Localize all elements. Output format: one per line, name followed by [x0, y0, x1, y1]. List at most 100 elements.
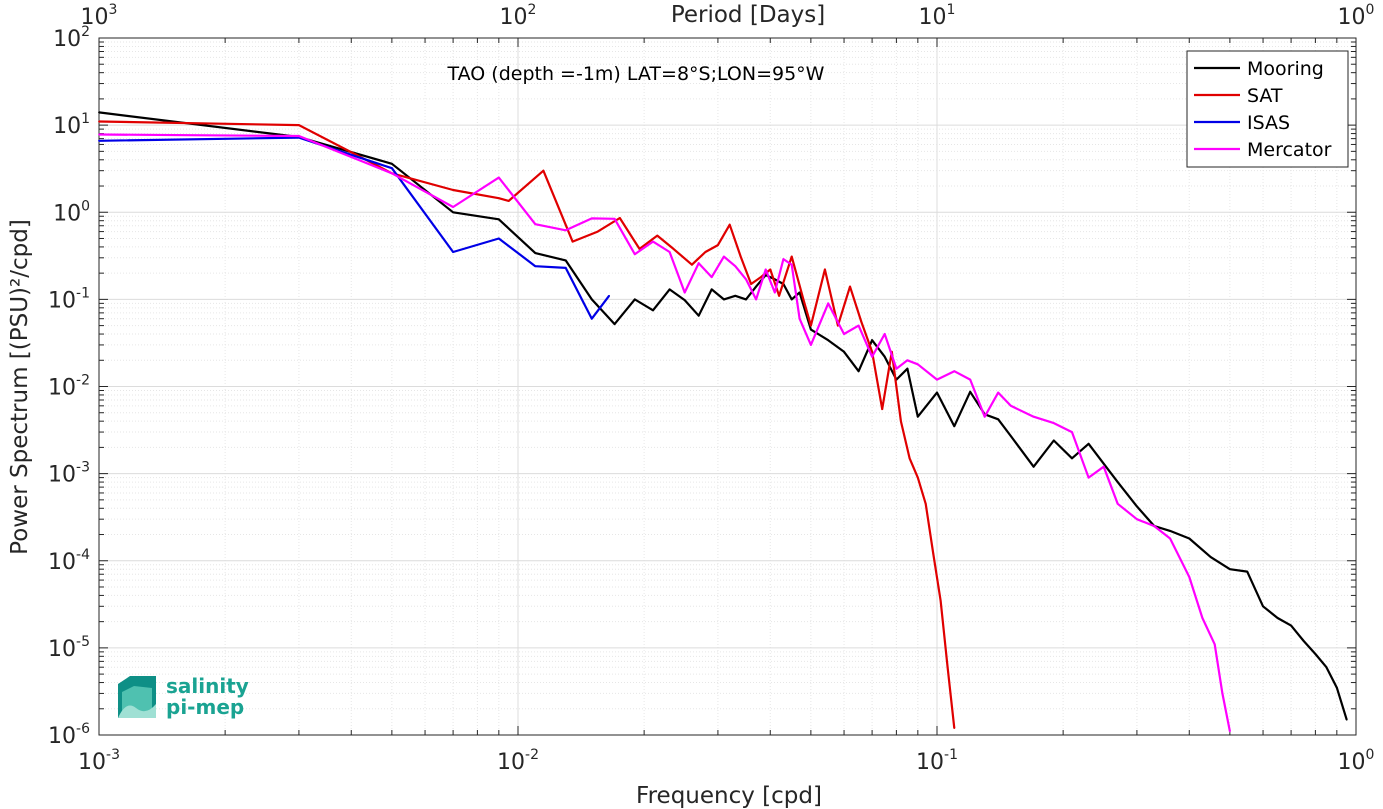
tick-exponent: 0	[1366, 747, 1375, 763]
tick-base: 10	[48, 376, 76, 401]
grid	[98, 38, 1356, 736]
data-point	[98, 139, 100, 142]
data-point	[824, 268, 826, 271]
data-point	[1213, 643, 1216, 646]
data-point	[723, 255, 725, 258]
top-axis-label: Period [Days]	[671, 2, 825, 28]
data-point	[790, 255, 793, 258]
y-tick-label: 10-2	[48, 373, 90, 401]
data-point	[1229, 568, 1231, 571]
data-point	[810, 328, 812, 331]
data-point	[452, 251, 454, 253]
tick-exponent: -5	[76, 634, 90, 650]
data-point	[1071, 431, 1073, 433]
data-point	[391, 172, 393, 175]
x-tick-labels: 10-3 10-2 10-1 100	[78, 747, 1374, 775]
logo-shape-light	[118, 704, 156, 718]
x-tick-label: 100	[1338, 747, 1375, 775]
data-point	[953, 727, 956, 729]
y-tick-label: 102	[53, 24, 90, 52]
tick-marks	[98, 37, 1357, 736]
data-point	[710, 276, 713, 278]
data-point	[916, 476, 919, 479]
y-tick-label: 10-5	[48, 634, 90, 662]
data-point	[298, 135, 300, 137]
data-point	[1032, 465, 1035, 468]
data-point	[391, 167, 393, 170]
data-point	[843, 333, 845, 335]
data-point	[668, 251, 671, 253]
data-point	[1229, 730, 1231, 733]
data-point	[672, 248, 675, 250]
data-point	[1009, 435, 1012, 437]
data-point	[900, 420, 902, 423]
data-point	[1052, 439, 1055, 442]
data-point	[883, 355, 886, 358]
chart-title: TAO (depth =-1m) LAT=8°S;LON=95°W	[447, 63, 825, 85]
data-point	[769, 268, 772, 271]
data-point	[997, 391, 1000, 394]
data-point	[827, 302, 830, 305]
legend: Mooring SAT ISAS Mercator	[1186, 50, 1349, 168]
data-point	[953, 370, 956, 373]
data-point	[1276, 617, 1279, 619]
y-axis-label: Power Spectrum [(PSU)²/cpd]	[7, 219, 33, 555]
data-point	[534, 252, 537, 255]
tick-exponent: -3	[76, 460, 90, 476]
tick-base: 10	[81, 5, 109, 30]
data-point	[1262, 605, 1264, 608]
data-point	[98, 111, 100, 114]
data-point	[98, 120, 100, 123]
data-point	[1087, 442, 1090, 445]
data-point	[997, 418, 1000, 421]
data-point	[652, 309, 654, 312]
y-tick-label: 10-3	[48, 460, 90, 488]
data-point	[1290, 624, 1292, 627]
data-point	[613, 323, 616, 325]
data-point	[571, 240, 574, 243]
data-point	[1345, 718, 1348, 721]
data-point	[98, 133, 100, 136]
data-point	[1188, 576, 1191, 578]
data-point	[939, 599, 942, 602]
data-point	[717, 244, 719, 247]
data-point	[497, 176, 500, 179]
tick-exponent: 1	[81, 111, 90, 127]
data-point	[932, 553, 935, 555]
y-tick-label: 10-1	[48, 285, 90, 313]
data-point	[542, 169, 545, 172]
data-point	[908, 457, 911, 460]
data-point	[871, 355, 873, 358]
data-point	[1169, 537, 1171, 540]
data-point	[773, 291, 776, 294]
data-point	[391, 162, 393, 165]
tick-base: 10	[919, 5, 947, 30]
data-point	[1169, 530, 1171, 532]
data-point	[895, 367, 898, 370]
data-point	[652, 240, 654, 243]
data-point	[778, 294, 780, 297]
data-point	[745, 298, 747, 301]
salinity-pi-mep-logo: salinity pi-mep	[118, 674, 249, 719]
data-point	[564, 259, 567, 262]
data-point	[633, 298, 636, 301]
legend-label-sat: SAT	[1247, 85, 1283, 107]
data-point	[683, 299, 686, 301]
data-point	[704, 251, 707, 253]
tick-base: 10	[53, 201, 81, 226]
data-point	[618, 217, 621, 219]
data-point	[969, 390, 972, 393]
tick-exponent: -1	[76, 285, 90, 301]
data-point	[1153, 525, 1156, 527]
tick-exponent: 2	[528, 2, 537, 18]
top-tick-label: 102	[500, 2, 537, 30]
data-point	[857, 324, 860, 327]
data-point	[750, 283, 752, 285]
legend-label-mercator: Mercator	[1247, 139, 1332, 161]
legend-label-isas: ISAS	[1247, 112, 1290, 134]
tick-exponent: 3	[109, 2, 118, 18]
data-point	[843, 350, 845, 353]
tick-base: 10	[1338, 5, 1366, 30]
data-point	[827, 339, 830, 342]
y-tick-label: 101	[53, 111, 90, 139]
